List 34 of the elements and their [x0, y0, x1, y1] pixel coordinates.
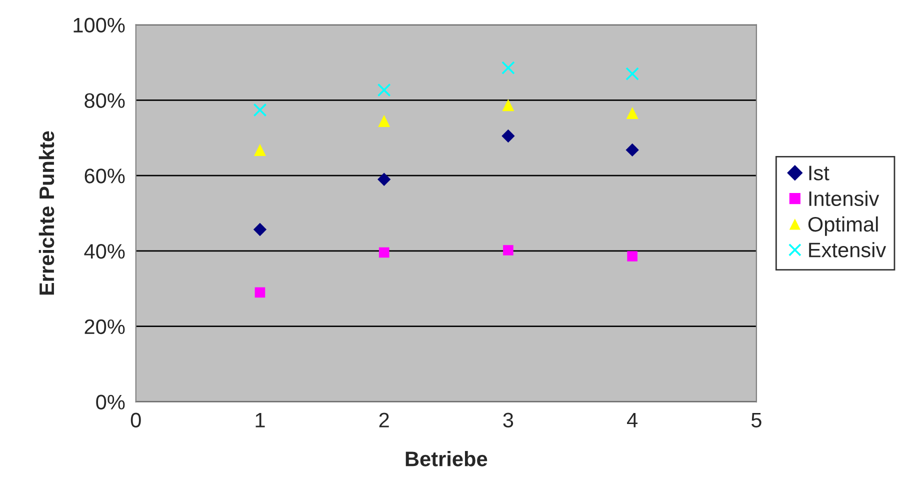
point: [502, 99, 514, 112]
point: [378, 247, 390, 258]
legend-label: Extensiv: [809, 242, 886, 258]
x-tick-label: 5: [751, 412, 762, 428]
x-tick-label: 0: [130, 412, 141, 428]
point: [501, 61, 515, 74]
point: [253, 103, 267, 117]
x-tick-label: 3: [503, 412, 514, 428]
point: [626, 143, 639, 157]
point: [502, 129, 515, 143]
point: [254, 144, 266, 156]
point: [378, 114, 390, 127]
y-tick-label: 0%: [96, 394, 125, 410]
y-tick-label: 60%: [84, 168, 125, 184]
x-tick-label: 1: [256, 412, 265, 428]
point: [378, 172, 391, 186]
legend-label: Ist: [809, 166, 830, 180]
point: [626, 67, 640, 81]
point: [626, 106, 638, 120]
y-tick-label: 40%: [84, 244, 125, 259]
point: [377, 83, 391, 97]
legend-label: Optimal: [808, 216, 878, 236]
y-tick-label: 20%: [84, 319, 125, 334]
x-axis-title: Betriebe: [406, 451, 488, 466]
point: [503, 245, 514, 256]
y-axis-title: Erreichte Punkte: [38, 131, 54, 295]
y-tick-label: 100%: [74, 18, 125, 33]
point: [627, 251, 638, 262]
x-tick-label: 4: [627, 412, 638, 428]
x-tick-label: 2: [379, 412, 389, 428]
point: [253, 222, 267, 236]
legend-label: Intensiv: [809, 190, 880, 206]
y-tick-label: 80%: [84, 93, 125, 108]
point: [254, 287, 266, 298]
